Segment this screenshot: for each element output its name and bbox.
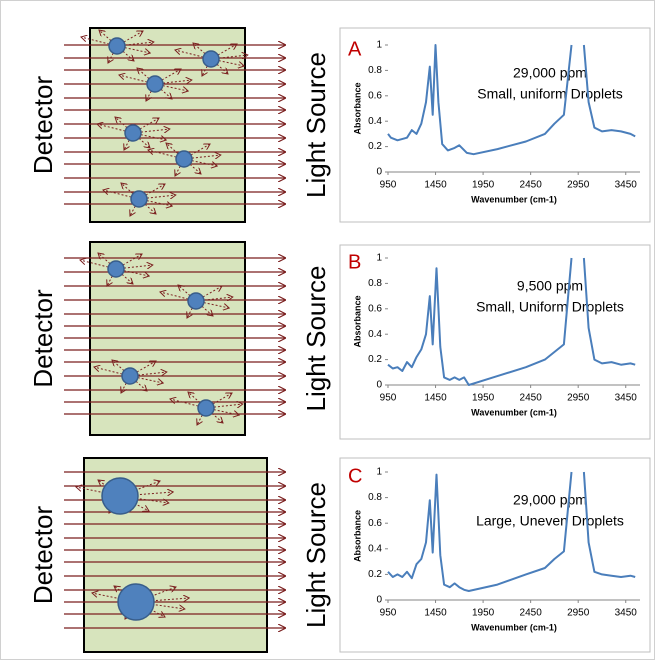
y-tick-label: 0.2 [368,354,382,365]
annotation: Small, uniform Droplets [477,86,623,102]
x-tick-label: 950 [380,393,397,404]
droplet [108,261,124,277]
x-tick-label: 1950 [472,393,495,404]
annotation: Large, Uneven Droplets [476,513,624,529]
y-tick-label: 0 [376,595,382,606]
x-tick-label: 1950 [472,180,495,191]
y-tick-label: 0 [376,380,382,391]
x-tick-label: 2450 [520,180,543,191]
panel-label: B [348,251,361,273]
y-axis-label: Absorbance [352,510,362,562]
y-tick-label: 0.8 [368,492,382,503]
y-axis-label: Absorbance [352,295,362,347]
detector-label: Detector [28,289,58,388]
x-tick-label: 1950 [472,608,495,619]
panel-label: A [348,38,362,60]
x-tick-label: 1450 [424,608,447,619]
droplet [118,584,154,620]
y-tick-label: 0.6 [368,90,382,101]
y-tick-label: 0.4 [368,329,382,340]
droplet [198,400,214,416]
chart-box [340,28,650,222]
x-tick-label: 2950 [567,608,590,619]
x-tick-label: 2950 [567,180,590,191]
y-tick-label: 0.6 [368,518,382,529]
droplet [125,125,141,141]
annotation: 9,500 ppm [517,278,583,294]
x-tick-label: 950 [380,180,397,191]
x-tick-label: 3450 [615,608,638,619]
light-source-label: Light Source [301,482,331,628]
droplet [203,51,219,67]
y-tick-label: 0 [376,167,382,178]
y-tick-label: 1 [376,40,382,51]
annotation: 29,000 ppm [513,65,587,81]
y-tick-label: 1 [376,253,382,264]
x-tick-label: 1450 [424,180,447,191]
x-tick-label: 2450 [520,393,543,404]
detector-label: Detector [28,76,58,175]
droplet [102,478,138,514]
y-tick-label: 0.2 [368,141,382,152]
panel-label: C [348,465,362,487]
annotation: Small, Uniform Droplets [476,299,624,315]
y-axis-label: Absorbance [352,82,362,134]
y-tick-label: 0.4 [368,116,382,127]
y-tick-label: 0.2 [368,569,382,580]
y-tick-label: 0.4 [368,543,382,554]
droplet [109,38,125,54]
y-tick-label: 1 [376,467,382,478]
light-source-label: Light Source [301,52,331,198]
x-tick-label: 3450 [615,393,638,404]
annotation: 29,000 ppm [513,492,587,508]
droplet [176,151,192,167]
x-axis-label: Wavenumber (cm-1) [471,194,557,204]
light-source-label: Light Source [301,266,331,412]
droplet [147,76,163,92]
figure: Detector Light Source Detector Light Source… [0,0,655,660]
droplet [188,293,204,309]
y-tick-label: 0.8 [368,65,382,76]
x-axis-label: Wavenumber (cm-1) [471,407,557,417]
x-axis-label: Wavenumber (cm-1) [471,622,557,632]
droplet [122,368,138,384]
y-tick-label: 0.8 [368,278,382,289]
x-tick-label: 950 [380,608,397,619]
x-tick-label: 1450 [424,393,447,404]
x-tick-label: 2950 [567,393,590,404]
sample-cell [90,28,245,222]
y-tick-label: 0.6 [368,303,382,314]
detector-label: Detector [28,506,58,605]
x-tick-label: 3450 [615,180,638,191]
droplet [131,191,147,207]
x-tick-label: 2450 [520,608,543,619]
